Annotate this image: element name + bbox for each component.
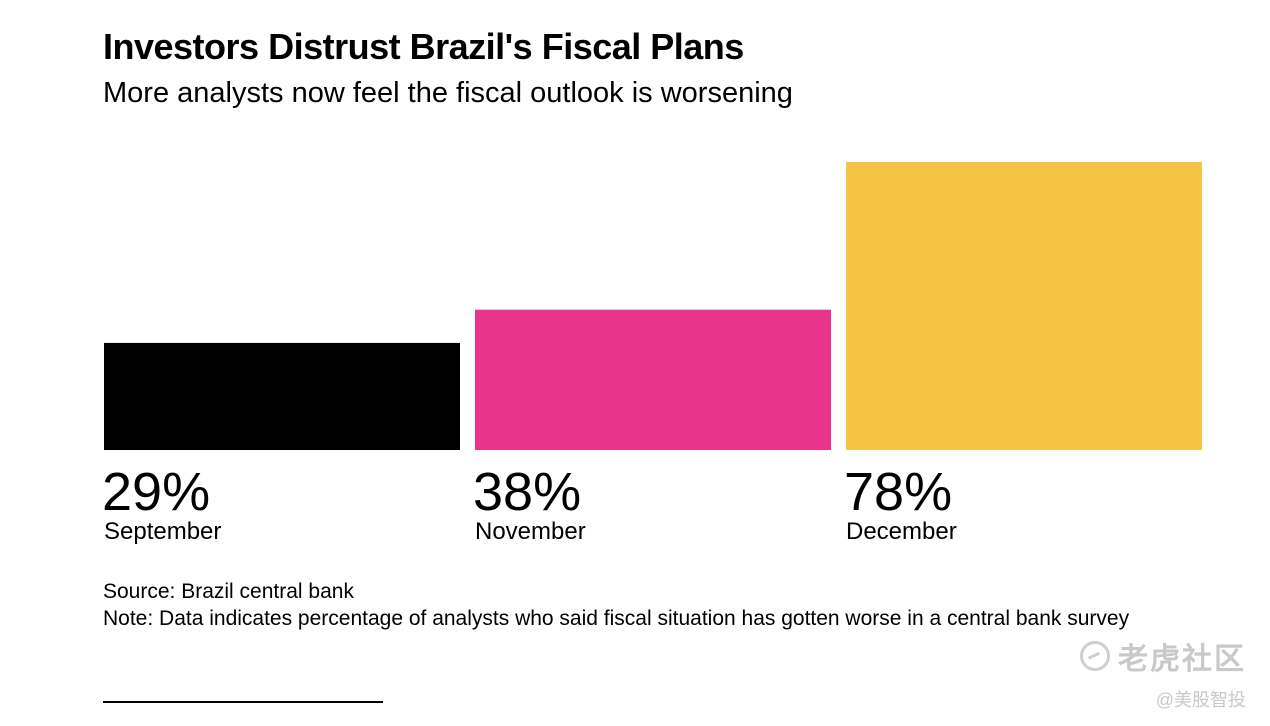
watermark-logo: 老虎社区 [1080,634,1246,678]
bar-category-label: September [104,518,222,545]
bar-value-label: 78% [844,462,953,522]
bar-category-label: November [475,518,586,545]
source-note: Source: Brazil central bank [103,580,354,603]
footer-rule [103,701,383,703]
data-note: Note: Data indicates percentage of analy… [103,607,1130,630]
bar-november [475,309,831,450]
watermark-text: 老虎社区 [1118,643,1246,676]
bar-september [104,342,460,450]
watermark-handle: @美股智投 [1155,690,1246,710]
bar-value-label: 38% [473,462,582,522]
bar-category-label: December [846,518,957,545]
bar-december [846,162,1202,450]
chart-title: Investors Distrust Brazil's Fiscal Plans [103,26,744,67]
tiger-logo-icon [1080,641,1110,671]
bar-value-label: 29% [102,462,211,522]
chart-subtitle: More analysts now feel the fiscal outloo… [103,77,793,109]
